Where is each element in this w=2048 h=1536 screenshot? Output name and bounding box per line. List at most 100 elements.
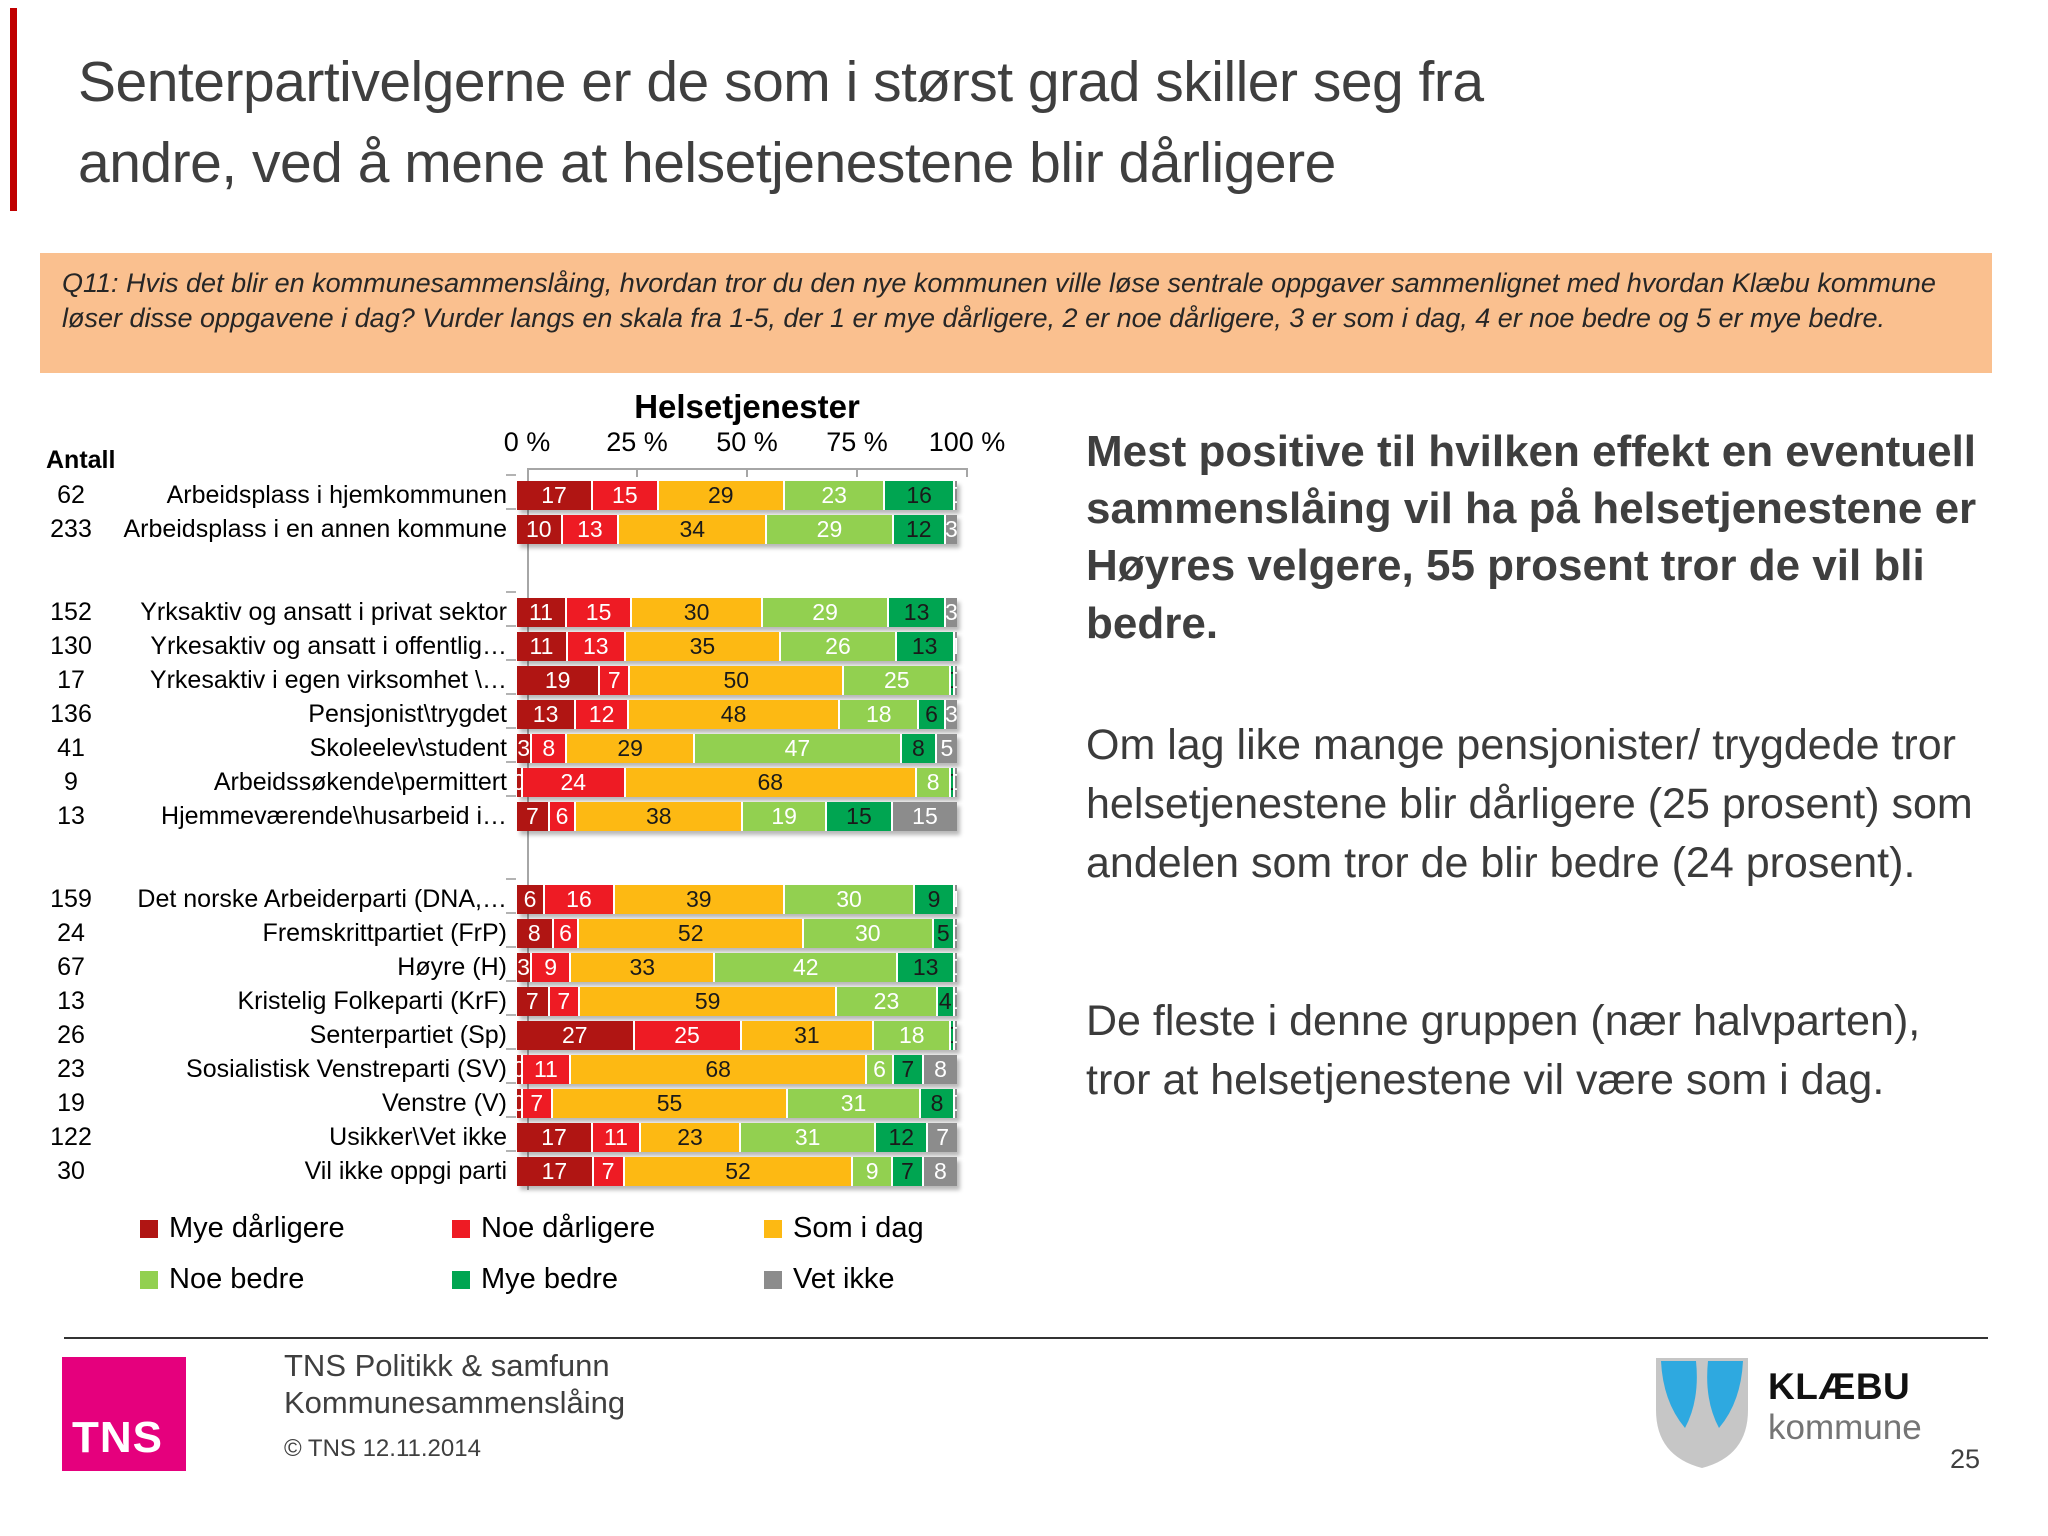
row-label: Skoleelev\student [309,734,507,762]
insight-body2: De fleste i denne gruppen (nær halvparte… [1086,996,1921,1105]
bar-segment: 0 [953,768,957,797]
bar-segment: 27 [517,1021,633,1050]
axis-tick-label: 50 % [716,427,778,457]
row-count: 233 [50,515,92,543]
table-row: 26 Senterpartiet (Sp)2725311800 [40,1014,1050,1050]
table-row: 30 Vil ikke oppgi parti 17 7 52 9 7 8 [40,1150,1050,1186]
stacked-bar: 197502500 [506,659,957,695]
bar-segment: 47 [692,734,900,763]
stacked-bar: 616393091 [506,878,957,914]
bar-segment: 3 [943,700,957,729]
bar-segment: 12 [874,1123,927,1152]
bar-segment: 23 [835,987,936,1016]
row-label: Fremskrittpartiet (FrP) [262,919,507,947]
table-row: 122 Usikker\Vet ikke 17 11 23 31 12 7 [40,1116,1050,1152]
municipality-text: KLÆBU kommune [1768,1356,1922,1470]
legend-item: Vet ikke [764,1263,1076,1296]
x-axis: 0 % 25 % 50 % 75 % 100 % [504,426,1005,477]
legend-swatch-icon [140,1219,158,1238]
bar-segment: 38 [574,802,742,831]
axis-tick-label: 75 % [826,427,888,457]
row-count: 62 [57,481,85,509]
footer-org: TNS Politikk & samfunn [284,1348,610,1383]
axis-tick [746,468,748,477]
bar-segment: 48 [626,700,839,729]
bar-segment: 52 [622,1157,852,1186]
stacked-bar: 17152923160 [506,474,957,510]
row-label: Arbeidsplass i en annen kommune [123,515,507,543]
bar-segment: 0 [953,953,957,982]
bar-segment: 9 [913,885,953,914]
bar-segment: 0 [517,768,521,797]
bar-segment: 11 [591,1123,639,1152]
bar-segment: 59 [578,987,836,1016]
legend-item: Noe bedre [140,1263,452,1296]
legend-item: Mye bedre [452,1263,764,1296]
bar-segment: 16 [543,885,613,914]
bar-segment: 9 [851,1157,891,1186]
row-count: 19 [57,1089,85,1117]
bar-segment: 0 [953,481,957,510]
question-text: Q11: Hvis det blir en kommunesammenslåin… [62,268,1936,333]
bar-segment: 11 [517,632,566,661]
tns-logo-text: TNS [72,1413,163,1462]
stacked-bar: 77592340 [506,980,957,1016]
bar-segment: 68 [568,1055,866,1084]
bar-segment: 7 [890,1157,922,1186]
table-row: 13 Hjemmeværende\husarbeid i… 7 6 38 19 15 15 [40,795,1050,831]
row-label: Sosialistisk Venstreparti (SV) [186,1055,507,1083]
bar-segment: 0 [949,666,954,695]
group-gap [40,549,1050,593]
row-label: Høyre (H) [397,953,507,981]
bar-segment: 7 [591,1157,623,1186]
footer-divider [64,1337,1988,1339]
bar-segment: 30 [782,885,914,914]
bar-segment: 31 [786,1089,919,1118]
bar-segment: 16 [883,481,954,510]
legend-swatch-icon [452,1270,470,1289]
bar-segment: 19 [741,802,825,831]
bar-segment: 34 [617,515,766,544]
bar-segment: 6 [917,700,944,729]
stacked-bar-chart: Helsetjenester Antall 0 % 25 % 50 % 75 % 100… [40,388,1050,1314]
bar-segment: 17 [517,1157,592,1186]
bar-segment: 4 [935,987,954,1016]
row-count: 136 [50,700,92,728]
bar-segment: 3 [517,734,531,763]
row-label: Hjemmeværende\husarbeid i… [161,802,507,830]
bar-segment: 7 [891,1055,923,1084]
row-label: Kristelig Folkeparti (KrF) [237,987,508,1015]
bar-segment: 7 [598,666,629,695]
insights-panel: Mest positive til hvilken effekt en even… [1086,423,1996,1110]
bar-segment: 11 [520,1055,569,1084]
table-row: 136 Pensjonist\trygdet 13 12 48 18 6 3 [40,693,1050,729]
bar-segment: 13 [517,700,575,729]
bar-segment: 7 [520,1089,551,1118]
row-label: Pensjonist\trygdet [308,700,507,728]
footer-copyright: © TNS 12.11.2014 [284,1435,481,1463]
bar-segment: 17 [517,481,592,510]
bar-segment: 52 [577,919,802,948]
bar-segment: 7 [547,987,579,1016]
bar-segment: 55 [550,1089,787,1118]
bar-segment: 1 [952,632,957,661]
axis-tick-label: 25 % [606,427,668,457]
bar-segment: 0 [517,1055,521,1084]
table-row: 17 Yrkesaktiv i egen virksomhet \… 19 7 50 25… [40,659,1050,695]
stacked-bar: 13 12 48 18 6 3 [506,693,957,729]
municipality-sub: kommune [1768,1408,1922,1447]
bar-segment: 68 [623,768,915,797]
bar-segment: 7 [517,802,548,831]
bar-segment: 10 [517,515,561,544]
legend-label: Noe dårligere [481,1212,656,1244]
table-row: 159 Det norske Arbeiderparti (DNA,… 6 16 39 3… [40,878,1050,914]
row-label: Senterpartiet (Sp) [309,1021,507,1049]
legend-label: Som i dag [793,1212,924,1244]
bar-segment: 8 [918,1089,954,1118]
question-box: Q11: Hvis det blir en kommunesammenslåin… [40,253,1992,373]
bar-segment: 15 [890,802,957,831]
page-number: 25 [1950,1444,1981,1474]
bar-segment: 35 [623,632,780,661]
stacked-bar: 7 6 38 19 15 15 [506,795,957,831]
